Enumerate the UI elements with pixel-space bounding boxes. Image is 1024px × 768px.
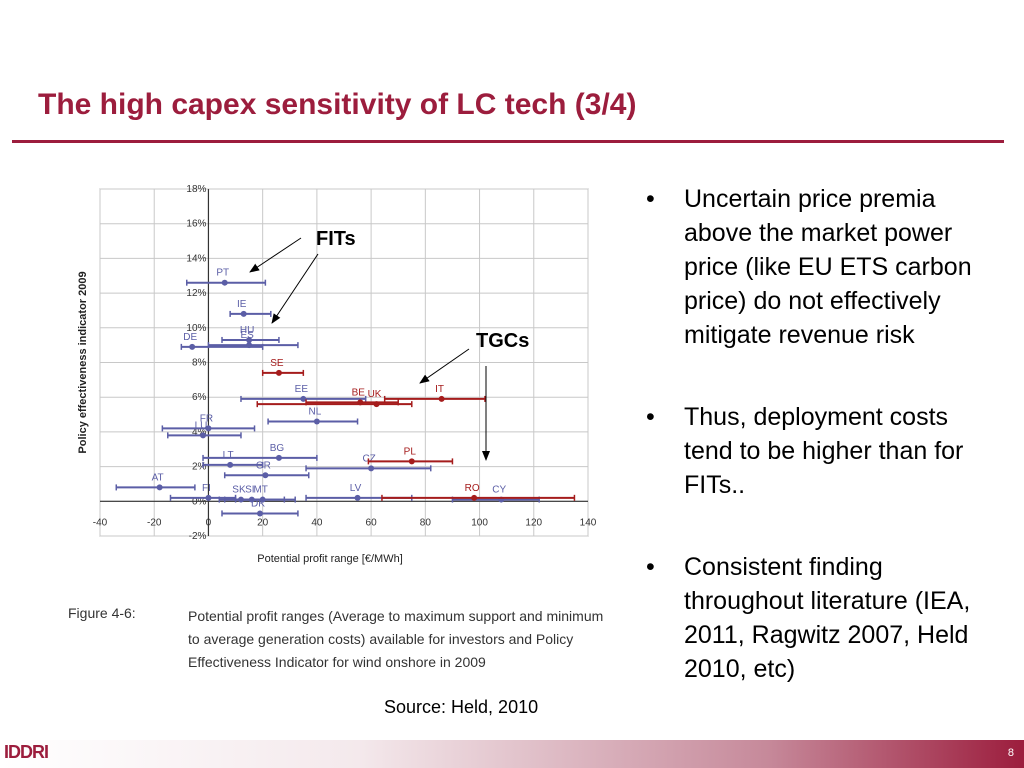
data-point (156, 484, 163, 491)
footer-bar (0, 740, 1024, 768)
y-tick-label: 18% (186, 184, 206, 195)
chart-svg: -40-20020406080100120140-2%0%2%4%6%8%10%… (77, 184, 597, 565)
point-label: NL (308, 406, 321, 417)
bullet-text: Consistent finding throughout literature… (684, 553, 971, 683)
bullet-item: • Thus, deployment costs tend to be highe… (646, 400, 986, 502)
point-label: PT (216, 268, 229, 279)
data-point (227, 461, 234, 468)
data-point (471, 494, 478, 501)
tgcs-annotation-label: TGCs (476, 330, 529, 352)
point-label: RO (465, 483, 480, 494)
data-point (259, 496, 266, 503)
x-tick-label: 100 (471, 517, 488, 528)
fits-arrow (271, 253, 319, 324)
point-label: SE (270, 358, 284, 369)
y-tick-label: 8% (192, 358, 207, 369)
data-point (221, 279, 228, 286)
y-tick-label: 10% (186, 323, 206, 334)
point-label: BG (270, 443, 285, 454)
x-tick-label: -40 (93, 517, 108, 528)
data-point (368, 465, 375, 472)
chart-marks: PTIEHUESDEFRLUBGLTGRATFISKSIMTDKNLEELVCZ… (115, 268, 576, 517)
bullet-dot-icon: • (646, 185, 655, 213)
point-label: GR (256, 460, 271, 471)
fits-annotation-label: FITs (316, 228, 356, 250)
y-tick-label: 2% (192, 462, 207, 473)
point-label: SK (232, 485, 246, 496)
x-tick-label: 60 (366, 517, 378, 528)
x-tick-label: 140 (580, 517, 597, 528)
x-tick-label: 20 (257, 517, 269, 528)
point-label: LU (195, 420, 208, 431)
point-label: SI (245, 485, 254, 496)
point-label: IE (237, 299, 247, 310)
y-axis-title: Policy effectiveness indicator 2009 (77, 271, 89, 453)
data-point (205, 494, 212, 501)
bullet-item: • Uncertain price premia above the market… (646, 182, 986, 352)
bullet-item: • Consistent finding throughout literatur… (646, 550, 986, 686)
y-tick-label: 14% (186, 253, 206, 264)
bullet-dot-icon: • (646, 553, 655, 581)
point-label: MT (253, 485, 267, 496)
chart-panel: -40-20020406080100120140-2%0%2%4%6%8%10%… (60, 178, 615, 583)
bullet-dot-icon: • (646, 403, 655, 431)
iddri-logo: IDDRI (4, 742, 49, 762)
point-label: UK (368, 389, 382, 400)
data-point (373, 401, 380, 408)
data-point (275, 369, 282, 376)
data-point (246, 336, 253, 343)
point-label: FI (202, 483, 211, 494)
data-point (354, 494, 361, 501)
data-point (313, 418, 320, 425)
point-label: EE (295, 384, 309, 395)
y-tick-label: 12% (186, 288, 206, 299)
point-label: ES (240, 330, 254, 341)
data-point (300, 395, 307, 402)
bullet-text: Uncertain price premia above the market … (684, 185, 972, 349)
x-tick-label: 40 (311, 517, 323, 528)
y-tick-label: 16% (186, 219, 206, 230)
point-label: CY (492, 485, 506, 496)
x-tick-label: 80 (420, 517, 432, 528)
data-point (205, 425, 212, 432)
page-number: 8 (1007, 747, 1014, 759)
slide-title: The high capex sensitivity of LC tech (3… (38, 88, 637, 121)
point-label: DE (183, 332, 197, 343)
tgcs-arrow (419, 348, 470, 384)
title-divider (12, 140, 1004, 143)
point-label: LV (350, 483, 362, 494)
chart-axes: -40-20020406080100120140-2%0%2%4%6%8%10%… (77, 184, 597, 565)
point-label: LT (223, 450, 234, 461)
x-axis-title: Potential profit range [€/MWh] (257, 553, 403, 565)
data-point (408, 458, 415, 465)
point-label: IT (435, 384, 444, 395)
x-tick-label: 120 (525, 517, 542, 528)
figure-caption: Potential profit ranges (Average to maxi… (188, 608, 604, 670)
point-label: BE (352, 387, 366, 398)
data-point (240, 310, 247, 317)
fits-arrow (249, 237, 302, 273)
point-label: HU (240, 325, 254, 336)
data-point (189, 343, 196, 350)
data-point (438, 395, 445, 402)
data-point (200, 432, 207, 439)
data-point (275, 454, 282, 461)
point-label: PL (404, 446, 417, 457)
bullet-text: Thus, deployment costs tend to be higher… (684, 403, 964, 499)
figure-label: Figure 4-6: (68, 605, 136, 621)
source-note: Source: Held, 2010 (384, 697, 539, 717)
point-label: FR (200, 413, 213, 424)
point-label: AT (152, 472, 164, 483)
y-tick-label: 4% (192, 427, 207, 438)
x-tick-label: -20 (147, 517, 162, 528)
y-tick-label: 6% (192, 392, 207, 403)
point-label: DK (251, 498, 265, 509)
chart-annotations: FITs TGCs (249, 228, 529, 461)
data-point (262, 472, 269, 479)
data-point (256, 510, 263, 517)
bullet-list: • Uncertain price premia above the market… (646, 182, 986, 734)
y-tick-label: -2% (189, 531, 207, 542)
chart-grid (99, 188, 589, 537)
